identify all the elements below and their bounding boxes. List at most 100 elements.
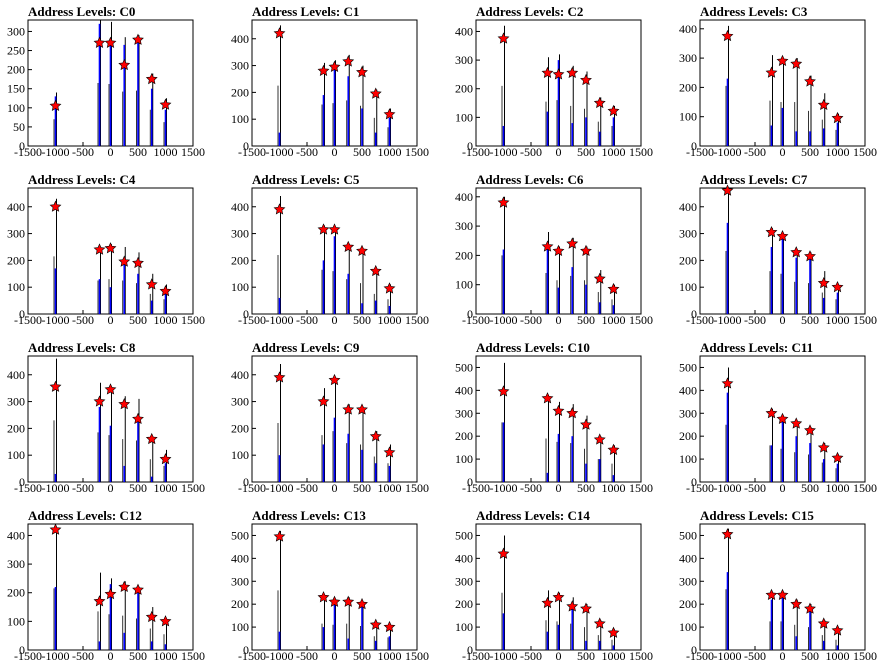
star-marker [776, 54, 789, 67]
x-tick-label: -1000 [266, 145, 294, 159]
y-tick-label: 200 [679, 253, 697, 267]
y-tick-label: 200 [231, 421, 249, 435]
x-tick-label: 0 [556, 145, 562, 159]
chart-svg: Address Levels: C1 0 100 200 300 400 -1500 -100… [231, 4, 429, 159]
x-tick-label: -1500 [686, 313, 714, 327]
star-marker [593, 617, 606, 629]
x-tick-label: 500 [801, 481, 819, 495]
star-marker [104, 587, 117, 600]
star-marker [132, 583, 144, 595]
x-tick-label: -500 [520, 313, 542, 327]
star-marker [593, 433, 606, 445]
star-marker [369, 87, 382, 99]
chart-title: Address Levels: C12 [28, 508, 142, 523]
y-tick-label: 400 [679, 551, 697, 565]
x-tick-label: 500 [129, 481, 147, 495]
y-tick-label: 0 [467, 139, 473, 153]
x-tick-label: 0 [332, 649, 338, 663]
chart-title: Address Levels: C13 [252, 508, 366, 523]
star-marker [541, 596, 554, 609]
star-marker [497, 32, 510, 44]
y-tick-label: 0 [243, 475, 249, 489]
chart-svg: Address Levels: C11 0 100 200 300 400 500 -1500… [679, 340, 877, 495]
star-marker [776, 230, 789, 242]
x-tick-label: 1500 [853, 649, 877, 663]
star-marker [497, 385, 510, 397]
y-tick-label: 200 [455, 248, 473, 262]
x-tick-label: 1000 [378, 145, 402, 159]
x-tick-label: 0 [108, 649, 114, 663]
x-tick-label: 500 [353, 313, 371, 327]
star-marker [118, 255, 131, 267]
y-tick-label: 200 [455, 429, 473, 443]
y-tick-label: 300 [679, 574, 697, 588]
y-tick-label: 400 [231, 32, 249, 46]
chart-svg: Address Levels: C6 0 100 200 300 400 -1500 -100… [455, 172, 653, 327]
y-tick-label: 400 [455, 383, 473, 397]
x-tick-label: 0 [556, 649, 562, 663]
y-tick-label: 0 [19, 307, 25, 321]
chart-title: Address Levels: C2 [476, 4, 583, 19]
x-tick-label: -1500 [462, 313, 490, 327]
y-tick-label: 300 [455, 219, 473, 233]
star-marker [607, 104, 620, 117]
star-marker [566, 407, 579, 419]
star-marker [317, 591, 330, 603]
star-marker [552, 244, 565, 257]
x-tick-label: -1500 [238, 145, 266, 159]
chart-panel-7: Address Levels: C7 0 100 200 300 400 -1500 -100… [672, 168, 896, 336]
chart-svg: Address Levels: C15 0 100 200 300 400 500 -1500… [679, 508, 877, 663]
star-marker [721, 184, 734, 196]
y-tick-label: 300 [679, 227, 697, 241]
chart-svg: Address Levels: C7 0 100 200 300 400 -1500 -100… [679, 172, 877, 327]
y-tick-label: 0 [243, 643, 249, 657]
star-marker [817, 276, 830, 289]
y-tick-label: 300 [455, 53, 473, 67]
x-tick-label: -1000 [714, 313, 742, 327]
y-tick-label: 400 [231, 200, 249, 214]
star-marker [93, 243, 106, 255]
x-tick-label: 1500 [629, 313, 653, 327]
chart-svg: Address Levels: C14 0 100 200 300 400 500 -1500… [455, 508, 653, 663]
star-marker [342, 55, 355, 67]
x-tick-label: 500 [129, 313, 147, 327]
x-tick-label: -500 [72, 649, 94, 663]
y-tick-label: 500 [455, 360, 473, 374]
x-tick-label: -500 [744, 313, 766, 327]
star-marker [566, 237, 579, 249]
chart-panel-10: Address Levels: C10 0 100 200 300 400 500 -1500… [448, 336, 672, 504]
chart-title: Address Levels: C3 [700, 4, 808, 19]
x-tick-label: 1500 [405, 313, 429, 327]
x-tick-label: -1000 [42, 649, 70, 663]
x-tick-label: -1500 [14, 145, 42, 159]
chart-svg: Address Levels: C2 0 100 200 300 400 -1500 -100… [455, 4, 653, 159]
star-marker [790, 57, 803, 69]
x-tick-label: -1500 [462, 145, 490, 159]
chart-svg: Address Levels: C5 0 100 200 300 400 -1500 -100… [231, 172, 429, 327]
star-marker [132, 33, 144, 45]
star-marker [721, 377, 734, 389]
star-marker [566, 66, 579, 79]
x-tick-label: 500 [129, 649, 147, 663]
chart-panel-6: Address Levels: C6 0 100 200 300 400 -1500 -100… [448, 168, 672, 336]
y-tick-label: 200 [679, 597, 697, 611]
star-marker [541, 66, 554, 79]
y-tick-label: 100 [7, 448, 25, 462]
star-marker [317, 223, 330, 235]
x-tick-label: 1500 [181, 313, 205, 327]
x-tick-label: 0 [780, 481, 786, 495]
x-tick-label: -1000 [266, 481, 294, 495]
y-tick-label: 400 [231, 551, 249, 565]
star-marker [383, 108, 396, 120]
x-tick-label: 1000 [378, 649, 402, 663]
x-tick-label: -500 [520, 649, 542, 663]
x-tick-label: -500 [520, 145, 542, 159]
y-tick-label: 0 [243, 139, 249, 153]
x-tick-label: 0 [332, 313, 338, 327]
chart-title: Address Levels: C4 [28, 172, 136, 187]
y-tick-label: 300 [231, 574, 249, 588]
star-marker [831, 111, 844, 124]
y-tick-label: 200 [455, 82, 473, 96]
y-tick-label: 400 [7, 200, 25, 214]
y-tick-label: 0 [19, 643, 25, 657]
